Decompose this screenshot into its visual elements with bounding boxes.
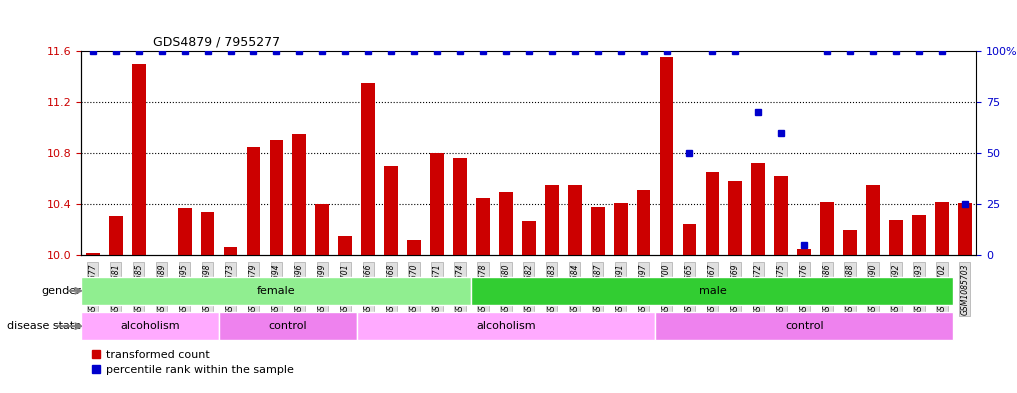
Bar — [843, 230, 857, 255]
Text: alcoholism: alcoholism — [120, 321, 180, 331]
Bar — [522, 221, 536, 255]
FancyBboxPatch shape — [81, 277, 472, 305]
Bar — [591, 207, 604, 255]
Bar — [567, 185, 582, 255]
Bar — [315, 204, 330, 255]
Bar — [545, 185, 558, 255]
Bar — [889, 220, 903, 255]
Legend: transformed count, percentile rank within the sample: transformed count, percentile rank withi… — [86, 345, 298, 380]
Bar — [499, 192, 513, 255]
Bar — [866, 185, 880, 255]
Bar — [270, 140, 284, 255]
Text: disease state: disease state — [7, 321, 81, 331]
FancyBboxPatch shape — [219, 312, 357, 340]
Text: alcoholism: alcoholism — [476, 321, 536, 331]
Bar — [224, 246, 237, 255]
Bar — [339, 236, 352, 255]
Bar — [407, 240, 421, 255]
Bar — [637, 190, 651, 255]
Text: gender: gender — [42, 286, 81, 296]
Bar — [935, 202, 949, 255]
Bar — [912, 215, 925, 255]
Bar — [660, 57, 673, 255]
Text: control: control — [268, 321, 307, 331]
Bar — [361, 83, 375, 255]
Text: female: female — [257, 286, 296, 296]
Bar — [706, 173, 719, 255]
Bar — [384, 166, 398, 255]
FancyBboxPatch shape — [357, 312, 655, 340]
Text: control: control — [785, 321, 824, 331]
Bar — [430, 153, 444, 255]
Bar — [109, 216, 123, 255]
Bar — [752, 163, 765, 255]
Bar — [613, 203, 627, 255]
Bar — [178, 208, 191, 255]
Bar — [293, 134, 306, 255]
Bar — [774, 176, 788, 255]
Bar — [132, 64, 145, 255]
Bar — [821, 202, 834, 255]
FancyBboxPatch shape — [81, 312, 219, 340]
Text: male: male — [699, 286, 726, 296]
FancyBboxPatch shape — [472, 277, 953, 305]
Bar — [958, 203, 971, 255]
Bar — [200, 212, 215, 255]
Bar — [797, 249, 812, 255]
Bar — [728, 182, 742, 255]
Bar — [86, 253, 100, 255]
Bar — [682, 224, 697, 255]
FancyBboxPatch shape — [655, 312, 953, 340]
Bar — [454, 158, 467, 255]
Bar — [246, 147, 260, 255]
Text: GDS4879 / 7955277: GDS4879 / 7955277 — [153, 35, 280, 48]
Bar — [476, 198, 490, 255]
